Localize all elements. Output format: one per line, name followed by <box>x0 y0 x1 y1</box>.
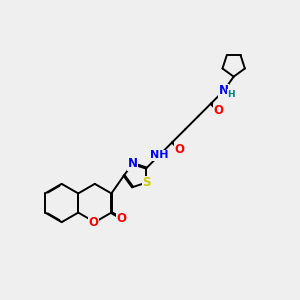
Text: O: O <box>88 216 98 229</box>
Text: O: O <box>213 104 223 117</box>
Text: S: S <box>142 176 151 189</box>
Text: O: O <box>175 143 184 156</box>
Text: N: N <box>219 84 229 97</box>
Text: NH: NH <box>150 150 169 160</box>
Text: O: O <box>117 212 127 225</box>
Text: N: N <box>128 157 138 170</box>
Text: H: H <box>227 90 235 99</box>
